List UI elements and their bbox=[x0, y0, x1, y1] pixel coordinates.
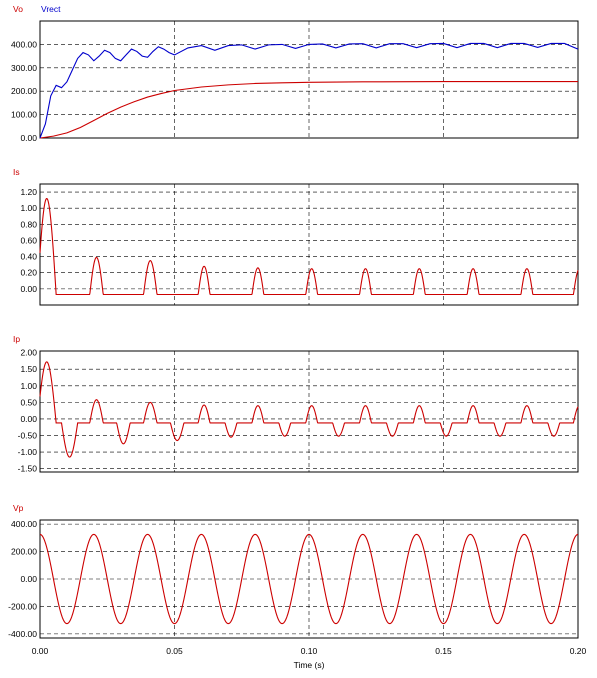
y-tick-label: 200.00 bbox=[11, 547, 37, 557]
legend-ip: Ip bbox=[13, 334, 20, 344]
y-tick-label: 400.00 bbox=[11, 519, 37, 529]
legend-vp: Vp bbox=[13, 503, 24, 513]
y-tick-label: 400.00 bbox=[11, 39, 37, 49]
legend-vo: Vo bbox=[13, 4, 23, 14]
y-tick-label: 1.00 bbox=[20, 203, 37, 213]
y-tick-label: 100.00 bbox=[11, 110, 37, 120]
y-tick-label: 0.50 bbox=[20, 397, 37, 407]
y-tick-label: 1.00 bbox=[20, 381, 37, 391]
y-tick-label: -200.00 bbox=[8, 601, 37, 611]
y-tick-label: -1.00 bbox=[18, 447, 38, 457]
x-axis: 0.00 0.05 0.10 0.15 0.20 Time (s) bbox=[32, 646, 587, 670]
x-axis-label: Time (s) bbox=[294, 660, 325, 670]
y-tick-label: 300.00 bbox=[11, 63, 37, 73]
x-tick-label: 0.20 bbox=[570, 646, 587, 656]
y-tick-label: -400.00 bbox=[8, 629, 37, 639]
y-tick-label: -0.50 bbox=[18, 431, 38, 441]
chart-panel-1: 0.00 100.00 200.00 300.00 400.00 Vo Vrect bbox=[11, 4, 579, 143]
series-line-vp bbox=[39, 533, 579, 625]
y-tick-label: 1.50 bbox=[20, 364, 37, 374]
y-tick-label: 0.00 bbox=[20, 133, 37, 143]
y-tick-label: 0.20 bbox=[20, 268, 37, 278]
legend-is: Is bbox=[13, 167, 20, 177]
y-tick-label: 0.00 bbox=[20, 574, 37, 584]
y-tick-label: 0.80 bbox=[20, 219, 37, 229]
y-tick-label: 0.40 bbox=[20, 252, 37, 262]
series-line-vrect bbox=[39, 42, 579, 139]
chart-panel-4: -400.00 -200.00 0.00 200.00 400.00 Vp bbox=[8, 503, 579, 639]
y-tick-label: 1.20 bbox=[20, 187, 37, 197]
x-tick-label: 0.00 bbox=[32, 646, 49, 656]
y-tick-label: 200.00 bbox=[11, 86, 37, 96]
series-line-vo bbox=[39, 81, 578, 139]
x-tick-label: 0.15 bbox=[435, 646, 452, 656]
series-line-is bbox=[39, 198, 579, 296]
x-tick-label: 0.05 bbox=[166, 646, 183, 656]
y-tick-label: 0.60 bbox=[20, 235, 37, 245]
y-tick-label: 0.00 bbox=[20, 284, 37, 294]
x-tick-label: 0.10 bbox=[301, 646, 318, 656]
y-tick-label: -1.50 bbox=[18, 464, 38, 474]
y-tick-label: 2.00 bbox=[20, 348, 37, 358]
series-line-ip bbox=[39, 361, 579, 458]
plot-frame bbox=[39, 183, 579, 306]
y-tick-label: 0.00 bbox=[20, 414, 37, 424]
legend-vrect: Vrect bbox=[41, 4, 61, 14]
